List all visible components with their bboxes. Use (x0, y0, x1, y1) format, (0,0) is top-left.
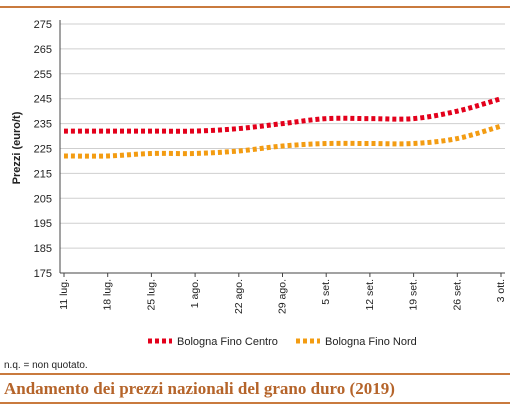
top-rule (0, 6, 510, 8)
legend: Bologna Fino Centro Bologna Fino Nord (148, 336, 417, 348)
series-layer (63, 96, 502, 159)
x-tick-label-5: 29 ago. (277, 279, 289, 314)
x-tick-labels: 11 lug. 18 lug. 25 lug. 1 ago. 22 ago. 29 ago… (58, 279, 507, 314)
x-tick-label-8: 19 set. (408, 279, 420, 311)
x-tick-label-6: 5 set. (320, 279, 332, 305)
y-tick-label-195: 195 (34, 218, 52, 230)
y-tick-label-245: 245 (34, 94, 52, 106)
footnote: n.q. = non quotato. (4, 360, 88, 371)
y-tick-label-205: 205 (34, 193, 52, 205)
y-tick-label-225: 225 (34, 144, 52, 156)
x-tick-label-1: 18 lug. (102, 279, 114, 311)
x-tick-label-7: 12 set. (364, 279, 376, 311)
x-tick-label-9: 26 set. (451, 279, 463, 311)
y-tick-label-255: 255 (34, 69, 52, 81)
x-tick-label-4: 22 ago. (233, 279, 245, 314)
title-bar: Andamento dei prezzi nazionali del grano… (0, 373, 510, 404)
series-line-0 (64, 96, 502, 134)
y-tick-label-275: 275 (34, 19, 52, 31)
y-tick-label-175: 175 (34, 268, 52, 280)
x-tick-label-0: 11 lug. (58, 279, 70, 310)
legend-label-nord: Bologna Fino Nord (325, 336, 417, 348)
x-tick-label-2: 25 lug. (145, 279, 157, 311)
x-tick-label-3: 1 ago. (189, 279, 201, 308)
chart-title: Andamento dei prezzi nazionali del grano… (4, 379, 395, 398)
y-tick-labels: 175 185 195 205 215 225 235 245 255 265 275 (34, 19, 52, 280)
y-axis-label: Prezzi (euro/t) (11, 111, 23, 184)
x-tick-label-10: 3 ott. (495, 279, 507, 302)
axis-layer (59, 20, 505, 277)
y-tick-label-265: 265 (34, 44, 52, 56)
y-tick-label-235: 235 (34, 119, 52, 131)
y-tick-label-215: 215 (34, 168, 52, 180)
price-line-chart: 175 185 195 205 215 225 235 245 255 265 275 11 lug… (11, 19, 507, 348)
legend-label-centro: Bologna Fino Centro (177, 336, 278, 348)
y-tick-label-185: 185 (34, 243, 52, 255)
